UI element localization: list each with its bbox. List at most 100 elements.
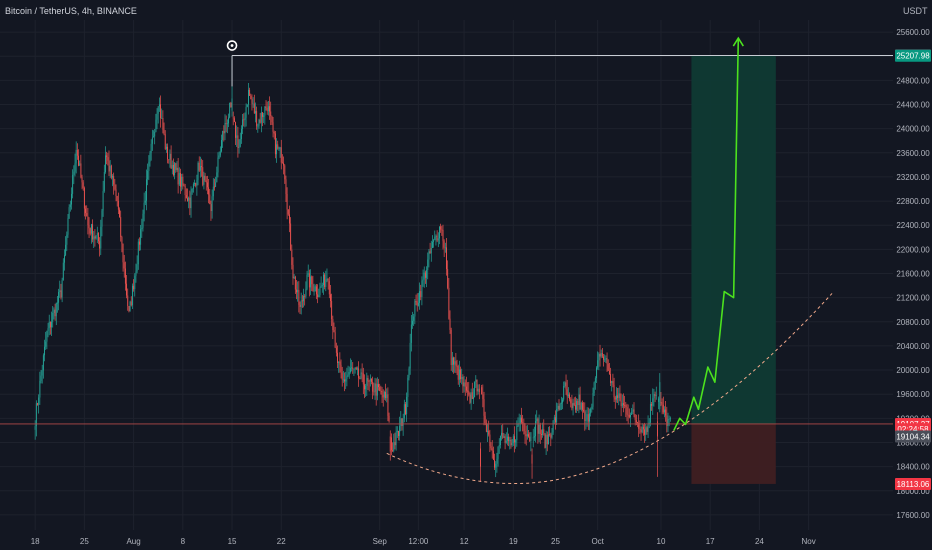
candle-body [139, 241, 140, 245]
candle-body [319, 287, 321, 296]
candle-body [148, 161, 150, 171]
candle-body [364, 384, 365, 390]
candle-body [430, 247, 432, 254]
price-axis[interactable]: 17600.0018000.0018400.0018800.0019200.00… [896, 28, 930, 520]
candle-body [345, 379, 347, 382]
candle-body [246, 104, 248, 107]
candle-body [471, 392, 473, 399]
candle-body [437, 238, 439, 241]
candle-body [415, 301, 417, 302]
candle-body [496, 458, 498, 464]
candle-body [441, 229, 443, 231]
y-tick-label: 17600.00 [896, 511, 930, 520]
candle-body [379, 387, 381, 391]
candle-body [41, 370, 43, 376]
candle-body [509, 439, 511, 442]
candle-body [153, 136, 154, 138]
y-tick-label: 22400.00 [896, 221, 930, 230]
candle-body [78, 155, 79, 166]
candle-body [462, 377, 464, 387]
candle-body [48, 321, 50, 329]
candle-body [325, 279, 327, 287]
candle-body [154, 132, 156, 137]
candle-body [591, 406, 593, 410]
candle-body [243, 119, 245, 121]
candle-body [577, 400, 579, 406]
candle-body [175, 163, 177, 170]
candle-body [612, 380, 614, 385]
candle-body [468, 390, 470, 395]
candle-body [436, 235, 438, 241]
candle-body [197, 162, 199, 181]
candle-body [506, 436, 508, 441]
candle-body [469, 394, 471, 403]
x-tick-label: 10 [657, 537, 666, 546]
candle-body [232, 117, 234, 119]
candle-body [140, 229, 142, 245]
candle-body [395, 432, 397, 446]
candle-body [524, 431, 526, 435]
candle-body [413, 316, 415, 321]
candle-body [453, 357, 454, 365]
candle-body [484, 415, 486, 424]
candle-body [168, 159, 170, 161]
candle-body [247, 89, 249, 105]
candle-body [361, 372, 363, 374]
candle-body [667, 419, 669, 426]
y-tick-label: 22000.00 [896, 245, 930, 254]
candle-body [146, 179, 147, 201]
candle-body [465, 386, 467, 391]
candle-body [628, 414, 630, 418]
candle-body [222, 130, 224, 141]
price-label-stop [895, 477, 931, 490]
candle-body [648, 422, 650, 425]
candle-body [144, 200, 146, 203]
candle-body [53, 309, 55, 313]
candle-body [390, 437, 392, 451]
candle-body [367, 377, 369, 382]
y-tick-label: 21600.00 [896, 269, 930, 278]
candle-body [497, 446, 499, 459]
candle-body [124, 268, 126, 284]
x-tick-label: 18 [31, 537, 40, 546]
candle-body [668, 419, 670, 420]
candle-body [400, 418, 402, 427]
candle-body [477, 388, 479, 392]
candle-body [422, 279, 424, 281]
time-axis[interactable]: 18 25 Aug 8 15 22 Sep 12:00 12 19 25 Oct 10 17 24 Nov [31, 537, 816, 546]
candle-body [433, 240, 435, 242]
candle-body [348, 372, 350, 375]
y-tick-label: 21200.00 [896, 294, 930, 303]
candle-body [488, 430, 490, 435]
candle-body [344, 379, 345, 382]
candle-body [569, 394, 571, 400]
candle-body [303, 295, 304, 302]
candle-body [456, 365, 458, 367]
x-tick-label: 15 [228, 537, 237, 546]
candle-body [548, 434, 549, 445]
candle-body [501, 432, 503, 436]
candle-body [203, 175, 205, 185]
candle-body [169, 153, 171, 160]
candle-body [228, 117, 229, 124]
candle-body [557, 405, 559, 409]
candle-body [458, 369, 460, 380]
candle-body [355, 367, 357, 370]
candle-body [155, 119, 157, 133]
candle-body [470, 392, 472, 403]
x-tick-label: 22 [277, 537, 286, 546]
candle-body [72, 174, 74, 194]
candle-body [61, 280, 63, 298]
y-tick-label: 24800.00 [896, 76, 930, 85]
candle-body [255, 111, 256, 114]
candle-body [321, 285, 323, 287]
candle-body [423, 272, 425, 280]
candle-body [112, 176, 113, 178]
candle-body [86, 213, 88, 217]
candle-body [34, 426, 36, 430]
candle-body [122, 243, 124, 263]
candle-body [665, 409, 667, 416]
candle-body [467, 390, 469, 392]
